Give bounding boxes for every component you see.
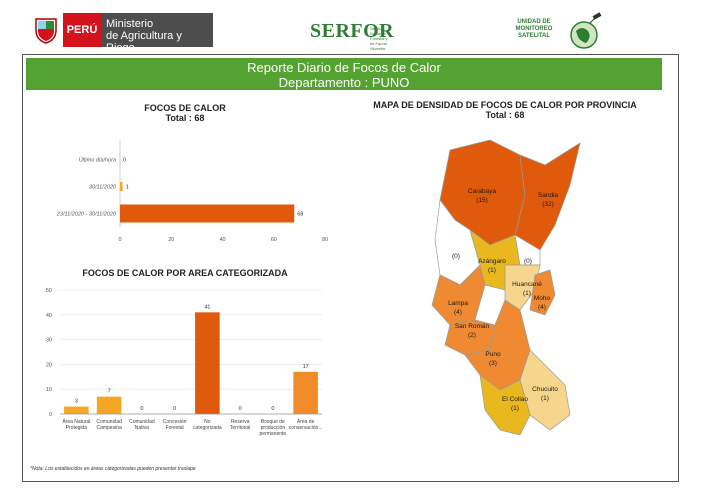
chart2-category-label: No categorizada xyxy=(193,419,222,431)
chart1-title: FOCOS DE CALOR xyxy=(144,103,226,113)
map-province-moho xyxy=(529,269,556,316)
map-province-sandia xyxy=(514,142,581,251)
chart1-title-block: FOCOS DE CALOR Total : 68 xyxy=(110,103,260,123)
map-value-huancane: (1) xyxy=(523,290,531,297)
map-value-lampa: (4) xyxy=(454,309,462,316)
map-value-sandia: (32) xyxy=(542,201,554,208)
map-label-sanroman: San Román xyxy=(455,323,490,330)
unit-line-3: SATELITAL xyxy=(517,33,551,39)
map-value-puno: (3) xyxy=(489,360,497,367)
map-value-azangaro: (1) xyxy=(488,267,496,274)
chart2-category-label: Bosque de producción permanente xyxy=(260,419,287,437)
chart1-bar xyxy=(120,182,123,191)
department-title: Departamento : PUNO xyxy=(278,75,410,90)
chart2-category-label: Comunidad Nativa xyxy=(129,419,155,431)
chart2-bar xyxy=(96,396,122,414)
footnote: *Nota: Los establecidos en áreas categor… xyxy=(30,466,196,472)
ministry-line-1: Ministerio xyxy=(106,18,154,30)
map-value-putina: (0) xyxy=(524,258,532,265)
ministry-name: Ministerio de Agricultura y Riego xyxy=(101,13,213,54)
map-title: MAPA DE DENSIDAD DE FOCOS DE CALOR POR P… xyxy=(373,100,637,110)
chart1-category-label: Último día/hora xyxy=(79,157,116,164)
chart2-value-label: 0 xyxy=(173,406,176,412)
chart2-category-label: Área de conservación... xyxy=(289,418,323,431)
chart2-value-label: 7 xyxy=(108,389,111,395)
chart1-value-label: 0 xyxy=(123,158,126,164)
monitoring-unit-title: UNIDAD DE MONITOREO SATELITAL xyxy=(502,19,566,40)
map-label-moho: Moho xyxy=(534,295,551,302)
chart2-y-tick: 0 xyxy=(49,412,52,418)
chart2-category-label: Reserva Territorial xyxy=(230,419,251,431)
chart2-bar xyxy=(195,312,220,414)
map-label-elcollao: El Collao xyxy=(502,396,528,403)
chart2-y-tick: 30 xyxy=(46,338,52,344)
peru-badge: PERÚ xyxy=(63,13,101,47)
chart1-horizontal-bar: Último día/hora 0 30/11/2020 1 23/11/2020 - … xyxy=(56,140,328,243)
chart1-category-label: 23/11/2020 - 30/11/2020 xyxy=(56,212,117,218)
chart1-value-label: 1 xyxy=(126,185,129,191)
unit-line-2: MONITOREO xyxy=(515,26,553,32)
chart2-value-label: 0 xyxy=(271,406,274,412)
chart2-value-label: 0 xyxy=(239,406,242,412)
chart1-subtitle: Total : 68 xyxy=(165,113,205,123)
chart2-bar xyxy=(64,406,89,414)
chart2-y-tick: 20 xyxy=(46,362,52,368)
puno-density-map: Carabaya (15) Sandia (32) Azángaro (1) H… xyxy=(431,139,581,436)
chart1-x-tick: 60 xyxy=(271,237,277,243)
chart2-value-label: 3 xyxy=(75,399,78,405)
map-province-elcollao xyxy=(479,374,531,436)
chart2-title: FOCOS DE CALOR POR AREA CATEGORIZADA xyxy=(82,268,288,278)
chart2-bar xyxy=(293,371,318,414)
map-value-moho: (4) xyxy=(538,304,546,311)
satellite-globe-icon xyxy=(568,11,604,56)
map-value-sanroman: (2) xyxy=(468,332,476,339)
map-label-chucuito: Chucuito xyxy=(532,386,558,393)
report-frame xyxy=(22,54,679,482)
map-label-lampa: Lampa xyxy=(448,300,468,307)
map-value-carabaya: (15) xyxy=(476,197,488,204)
report-title: Reporte Diario de Focos de Calor xyxy=(247,60,441,75)
chart1-value-label: 68 xyxy=(297,212,303,218)
coat-of-arms-icon xyxy=(29,13,63,47)
map-label-sandia: Sandia xyxy=(538,192,559,199)
map-value-elcollao: (1) xyxy=(511,405,519,412)
chart2-category-label: Área Natural Protegida xyxy=(62,418,90,431)
serfor-subtitle: Servicio Nacional Forestal y de Fauna Si… xyxy=(370,26,388,51)
map-label-carabaya: Carabaya xyxy=(468,188,497,195)
peru-ministry-logo: PERÚ Ministerio de Agricultura y Riego xyxy=(29,13,213,54)
map-label-huancane: Huancané xyxy=(512,281,542,288)
chart1-x-tick: 40 xyxy=(219,237,225,243)
chart1-x-tick: 20 xyxy=(168,237,174,243)
map-province-chucuito xyxy=(519,349,571,431)
map-value-chucuito: (1) xyxy=(541,395,549,402)
chart1-bar xyxy=(120,204,295,223)
chart2-value-label: 41 xyxy=(204,304,210,310)
map-title-block: MAPA DE DENSIDAD DE FOCOS DE CALOR POR P… xyxy=(360,100,650,120)
ministry-line-2: de Agricultura y Riego xyxy=(106,30,182,54)
map-label-puno: Puno xyxy=(485,351,501,358)
report-banner: Reporte Diario de Focos de Calor Departa… xyxy=(26,58,662,90)
map-province-lampa xyxy=(431,264,486,326)
chart1-category-label: 30/11/2020 xyxy=(89,185,117,191)
chart2-value-label: 17 xyxy=(303,364,309,370)
chart2-y-tick: 40 xyxy=(46,313,52,319)
serfor-logo: SERFOR xyxy=(310,20,395,42)
chart1-x-tick: 0 xyxy=(118,237,121,243)
chart2-vertical-bar: 0 10 20 30 40 50 3 Área Natural Protegida 7 Comuni… xyxy=(46,288,323,437)
chart2-y-tick: 10 xyxy=(46,387,52,393)
chart2-category-label: Concesión Forestal xyxy=(163,419,187,431)
chart2-category-label: Comunidad Campesina xyxy=(96,419,122,431)
unit-line-1: UNIDAD DE xyxy=(517,19,551,25)
map-value-melgar: (0) xyxy=(452,253,460,260)
chart2-value-label: 0 xyxy=(140,406,143,412)
map-label-azangaro: Azángaro xyxy=(478,258,506,265)
chart2-y-tick: 50 xyxy=(46,288,52,294)
map-subtitle: Total : 68 xyxy=(485,110,525,120)
chart1-x-tick: 80 xyxy=(322,237,328,243)
